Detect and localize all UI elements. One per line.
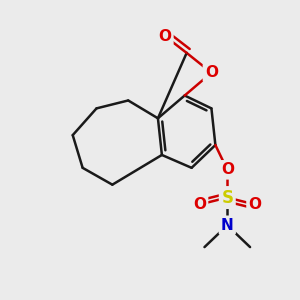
Text: O: O bbox=[221, 162, 234, 177]
Text: O: O bbox=[193, 197, 206, 212]
Text: O: O bbox=[205, 65, 218, 80]
Text: N: N bbox=[221, 218, 234, 233]
Text: O: O bbox=[158, 28, 171, 44]
Text: S: S bbox=[221, 189, 233, 207]
Text: O: O bbox=[248, 197, 262, 212]
